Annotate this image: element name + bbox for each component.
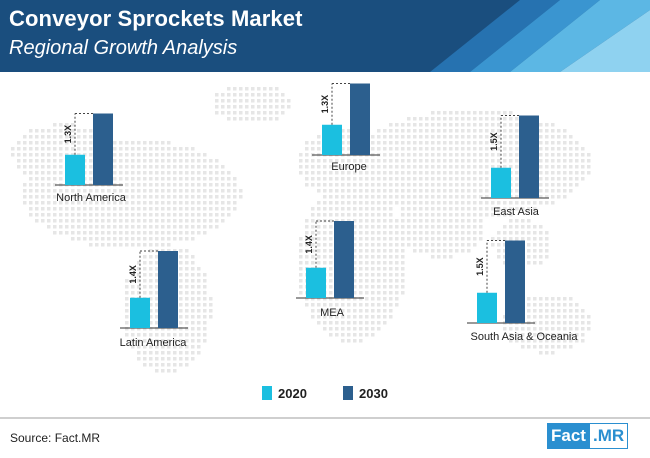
- growth-multiplier-label: 1.5X: [489, 132, 499, 151]
- header-banner: Conveyor Sprockets Market Regional Growt…: [0, 0, 650, 72]
- factmr-logo: Fact .MR: [547, 423, 629, 449]
- world-map-dots: [11, 87, 591, 373]
- region-label: Europe: [331, 161, 366, 173]
- bar-2030: [158, 251, 178, 328]
- logo-part-2: .MR: [589, 423, 629, 449]
- page-title: Conveyor Sprockets Market: [9, 6, 303, 31]
- region-label: East Asia: [493, 206, 540, 218]
- legend-label-2020: 2020: [278, 385, 307, 401]
- bar-2020: [65, 154, 85, 185]
- bar-2020: [306, 267, 326, 298]
- source-text: Source: Fact.MR: [10, 431, 101, 445]
- region-chart-north-america: 1.3X North America: [55, 113, 127, 204]
- logo-part-1: Fact: [547, 423, 590, 449]
- bar-2020: [322, 124, 342, 155]
- bar-2030: [350, 83, 370, 155]
- growth-multiplier-label: 1.3X: [320, 95, 330, 114]
- bar-2020: [130, 297, 150, 328]
- bar-2030: [93, 113, 113, 185]
- region-chart-latin-america: 1.4X Latin America: [120, 250, 188, 349]
- bar-2030: [505, 240, 525, 323]
- growth-multiplier-label: 1.3X: [63, 125, 73, 144]
- bar-2030: [334, 221, 354, 298]
- legend-2020: 2020: [262, 384, 307, 402]
- region-chart-east-asia: 1.5X East Asia: [481, 115, 549, 218]
- footer-divider: [0, 417, 650, 419]
- growth-multiplier-label: 1.4X: [304, 235, 314, 254]
- legend-swatch-2020: [262, 386, 272, 400]
- bar-2030: [519, 115, 539, 198]
- growth-multiplier-label: 1.5X: [475, 257, 485, 276]
- legend-label-2030: 2030: [359, 385, 388, 401]
- region-chart-south-asia-oceania: 1.5X South Asia & Oceania: [467, 240, 578, 343]
- region-label: North America: [56, 192, 127, 204]
- header-background: [0, 0, 650, 72]
- bar-2020: [477, 292, 497, 323]
- legend-swatch-2030: [343, 386, 353, 400]
- bar-2020: [491, 167, 511, 198]
- region-label: South Asia & Oceania: [470, 331, 578, 343]
- growth-multiplier-label: 1.4X: [128, 265, 138, 284]
- region-label: Latin America: [120, 337, 188, 349]
- page-subtitle: Regional Growth Analysis: [9, 37, 238, 59]
- map-dot-grid: [11, 87, 591, 373]
- region-chart-mea: 1.4X MEA: [296, 220, 364, 319]
- legend-2030: 2030: [343, 384, 388, 402]
- region-chart-europe: 1.3X Europe: [312, 83, 380, 173]
- region-label: MEA: [320, 307, 345, 319]
